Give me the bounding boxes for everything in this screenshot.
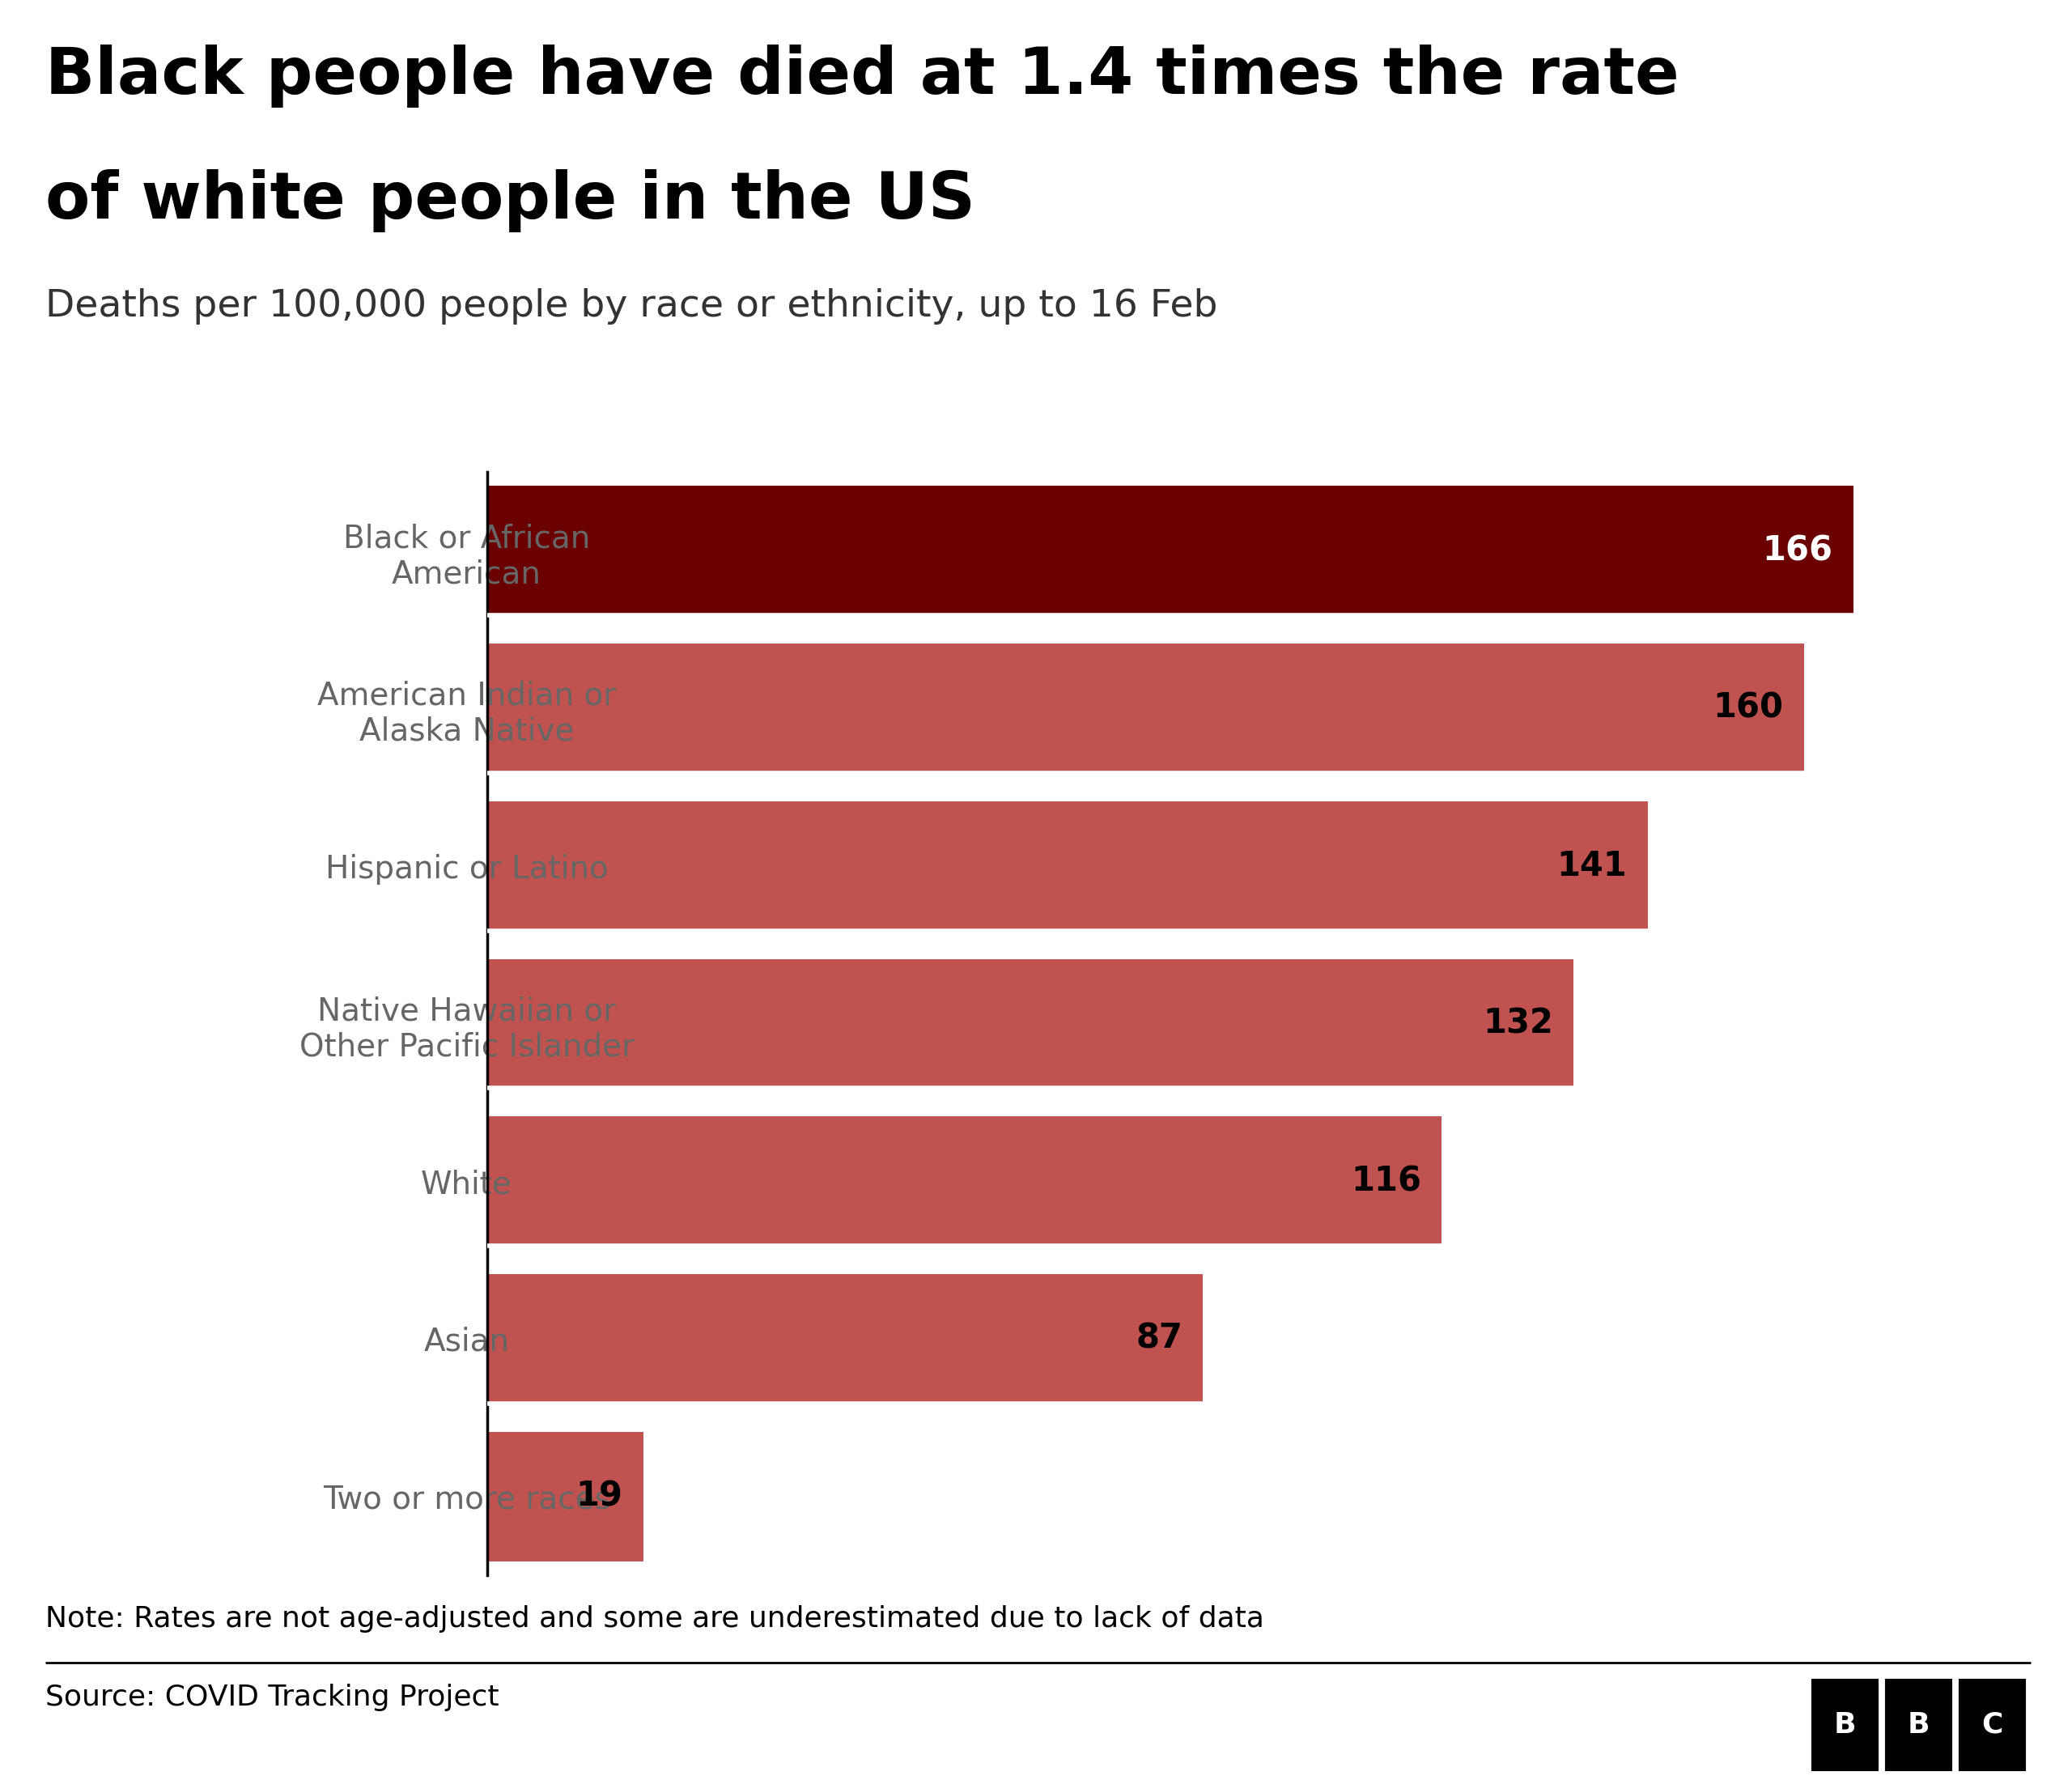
Text: Note: Rates are not age-adjusted and some are underestimated due to lack of data: Note: Rates are not age-adjusted and som… [46, 1606, 1264, 1632]
Text: B: B [1908, 1711, 1929, 1739]
Bar [1883, 1677, 1954, 1773]
Text: Black people have died at 1.4 times the rate: Black people have died at 1.4 times the … [46, 44, 1680, 107]
Bar [487, 486, 1854, 616]
Bar [487, 1274, 1204, 1403]
Bar [1956, 1677, 2028, 1773]
Bar [487, 1116, 1442, 1246]
Text: 132: 132 [1484, 1006, 1554, 1041]
Bar [487, 959, 1573, 1088]
Text: Source: COVID Tracking Project: Source: COVID Tracking Project [46, 1684, 499, 1711]
Text: 166: 166 [1763, 534, 1834, 568]
Text: B: B [1834, 1711, 1857, 1739]
Bar [487, 644, 1805, 773]
Text: 160: 160 [1714, 691, 1784, 724]
Text: 141: 141 [1556, 849, 1627, 883]
Text: of white people in the US: of white people in the US [46, 169, 976, 231]
Bar [487, 801, 1647, 931]
Bar [1809, 1677, 1881, 1773]
Text: 87: 87 [1135, 1323, 1183, 1356]
Text: 19: 19 [576, 1479, 624, 1513]
Text: Deaths per 100,000 people by race or ethnicity, up to 16 Feb: Deaths per 100,000 people by race or eth… [46, 288, 1218, 324]
Text: C: C [1981, 1711, 2004, 1739]
Text: 116: 116 [1351, 1164, 1421, 1198]
Bar [487, 1431, 642, 1561]
